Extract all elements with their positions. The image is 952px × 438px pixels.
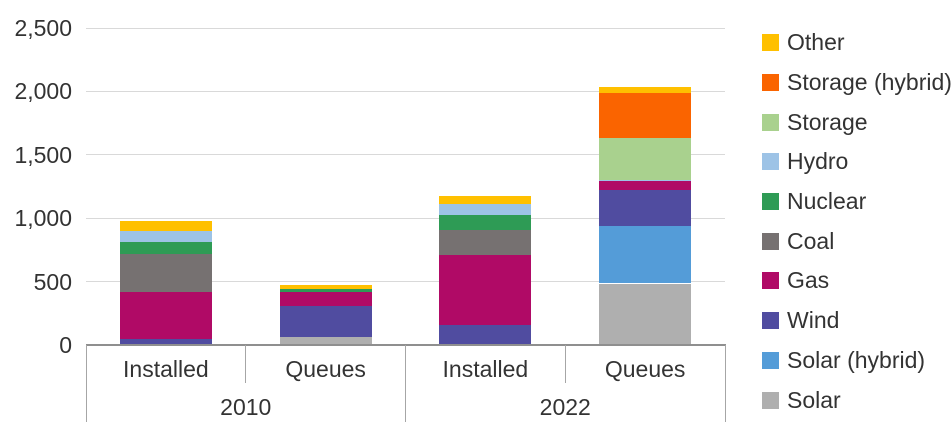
bar-segment-other-2010-installed [119, 221, 212, 231]
legend-item-coal: Coal [762, 221, 952, 261]
category-label-installed-2022: Installed [442, 356, 529, 382]
gridline [86, 90, 725, 92]
category-divider [245, 345, 247, 383]
legend-swatch-icon [762, 153, 779, 171]
legend-item-label: Other [787, 29, 845, 56]
bar-segment-coal-2022-installed [439, 229, 532, 255]
bar-segment-wind-2010-installed [119, 338, 212, 345]
chart-legend: Other Storage (hybrid) Storage Hydro Nuclear… [762, 23, 952, 420]
category-divider [405, 345, 406, 422]
legend-swatch-icon [762, 232, 779, 250]
bar-segment-other-2010-queues [279, 284, 372, 289]
legend-swatch-icon [762, 391, 779, 409]
legend-item-label: Hydro [787, 148, 849, 175]
y-axis-tick-label: 2,000 [14, 78, 72, 105]
legend-swatch-icon [762, 113, 779, 131]
bar-segment-gas-2010-installed [119, 291, 212, 339]
legend-item-label: Storage [787, 108, 868, 135]
legend-item-solar: Solar [762, 380, 952, 420]
legend-item-solar-hybrid: Solar (hybrid) [762, 341, 952, 381]
bar-segment-gas-2022-queues [599, 181, 692, 191]
legend-swatch-icon [762, 272, 779, 290]
bar-segment-other-2022-queues [599, 86, 692, 93]
legend-item-label: Coal [787, 227, 835, 254]
legend-item-other: Other [762, 23, 952, 63]
bar-segment-other-2022-installed [439, 196, 532, 204]
category-divider [85, 345, 87, 422]
y-axis-tick-label: 1,000 [14, 205, 72, 232]
legend-item-storage-hybrid: Storage (hybrid) [762, 63, 952, 103]
legend-swatch-icon [762, 74, 779, 92]
legend-item-label: Solar [787, 386, 841, 413]
y-axis-tick-label: 1,500 [14, 141, 72, 168]
bar-segment-wind-2022-installed [439, 324, 532, 345]
legend-item-storage: Storage [762, 102, 952, 142]
category-divider [724, 345, 726, 422]
category-label-queues-2022: Queues [604, 356, 686, 382]
bar-segment-hydro-2022-queues [599, 179, 692, 182]
bar-segment-wind-2022-queues [599, 190, 692, 227]
bar-segment-coal-2010-installed [119, 253, 212, 292]
bar-segment-nuclear-2022-installed [439, 215, 532, 230]
category-divider [564, 345, 566, 383]
bar-segment-solar-2010-queues [279, 337, 372, 345]
y-axis-tick-label: 0 [59, 332, 72, 358]
legend-item-gas: Gas [762, 261, 952, 301]
bar-segment-solar-hybrid-2022-queues [599, 226, 692, 284]
legend-swatch-icon [762, 351, 779, 369]
gridline [86, 154, 725, 156]
y-axis-tick-label: 2,500 [14, 15, 72, 41]
gridline [86, 27, 725, 29]
legend-item-label: Storage (hybrid) [787, 69, 952, 96]
bar-segment-storage-2022-queues [599, 138, 692, 180]
y-axis-tick-label: 500 [33, 268, 72, 295]
legend-item-wind: Wind [762, 301, 952, 341]
bar-segment-solar-2022-queues [599, 283, 692, 345]
x-axis-line [86, 344, 726, 346]
bar-segment-gas-2022-installed [439, 254, 532, 325]
category-label-installed-2010: Installed [123, 356, 209, 382]
legend-item-label: Wind [787, 307, 840, 334]
legend-item-label: Gas [787, 267, 830, 294]
bar-segment-nuclear-2010-queues [279, 288, 372, 293]
bar-segment-gas-2010-queues [279, 292, 372, 307]
bar-segment-hydro-2022-installed [439, 203, 532, 216]
legend-swatch-icon [762, 34, 779, 52]
legend-swatch-icon [762, 193, 779, 211]
legend-item-label: Solar (hybrid) [787, 346, 926, 373]
bar-segment-nuclear-2010-installed [119, 242, 212, 254]
legend-swatch-icon [762, 312, 779, 330]
gridline [86, 217, 725, 219]
category-label-queues-2010: Queues [285, 356, 366, 382]
legend-item-hydro: Hydro [762, 142, 952, 182]
bar-segment-storage-hybrid-2022-queues [599, 92, 692, 139]
gridline [86, 281, 725, 283]
legend-item-label: Nuclear [787, 188, 867, 215]
bar-segment-wind-2010-queues [279, 306, 372, 338]
legend-item-nuclear: Nuclear [762, 182, 952, 222]
group-label-2022: 2022 [539, 394, 591, 420]
group-label-2010: 2010 [220, 394, 272, 420]
bar-segment-hydro-2010-installed [119, 230, 212, 243]
